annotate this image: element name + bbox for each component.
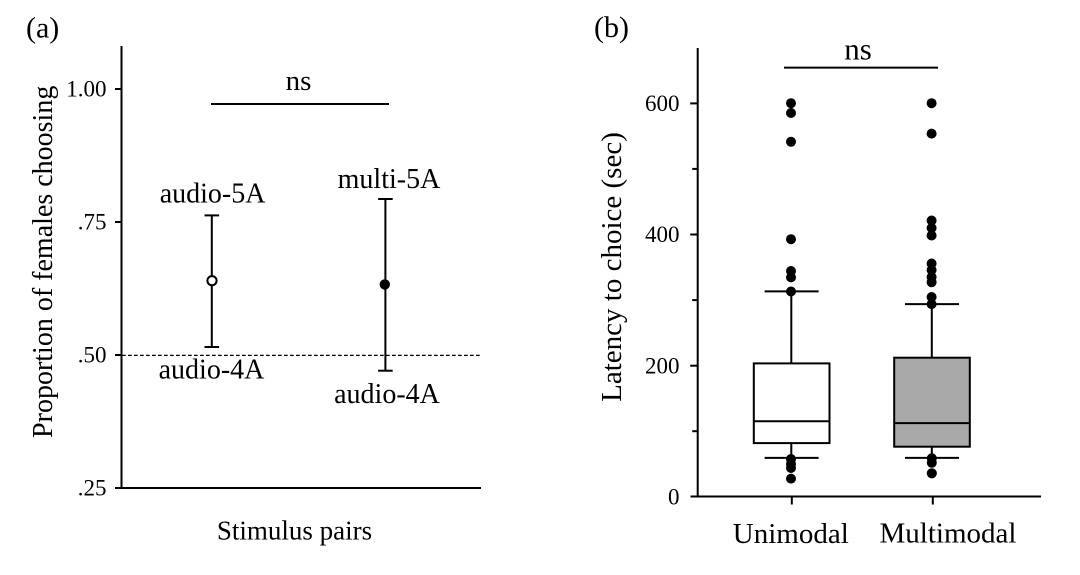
svg-text:.25: .25 [78,476,107,501]
svg-text:.75: .75 [78,210,107,235]
svg-text:ns: ns [286,65,312,97]
svg-text:.50: .50 [78,343,107,368]
svg-text:audio-5A: audio-5A [160,178,267,209]
svg-text:600: 600 [645,91,680,116]
svg-text:multi-5A: multi-5A [338,164,441,195]
svg-text:(b): (b) [594,11,629,44]
svg-text:audio-4A: audio-4A [159,355,266,386]
svg-text:1.00: 1.00 [66,77,106,102]
svg-text:Proportion of females choosing: Proportion of females choosing [28,86,59,438]
svg-text:Latency to choice (sec): Latency to choice (sec) [596,132,628,402]
svg-text:200: 200 [645,353,680,378]
svg-text:(a): (a) [26,12,59,45]
svg-text:Unimodal: Unimodal [733,518,849,550]
svg-text:audio-4A: audio-4A [334,379,441,410]
svg-text:400: 400 [645,222,680,247]
svg-text:ns: ns [844,31,872,66]
svg-text:Stimulus pairs: Stimulus pairs [217,516,372,546]
svg-text:0: 0 [668,484,680,509]
svg-text:Multimodal: Multimodal [880,518,1017,550]
